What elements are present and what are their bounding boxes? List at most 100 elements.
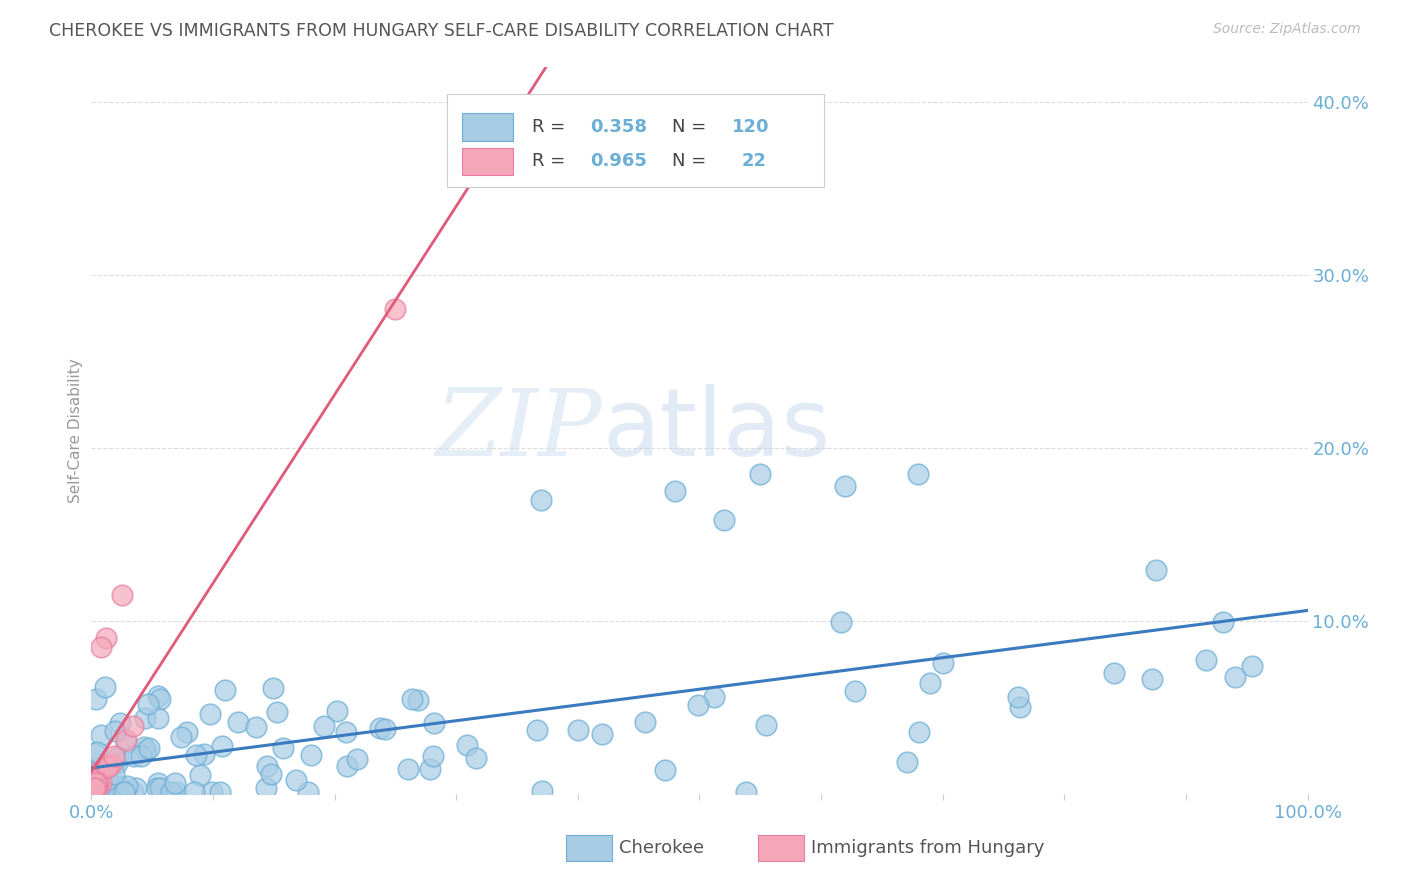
Point [896,755,918,769]
Point [86,781,108,796]
Point [80,785,103,799]
Point [530,492,553,507]
Point [396,762,419,776]
Point [1240,659,1263,673]
Point [96,772,118,787]
Point [1010,699,1032,714]
Point [105,756,128,770]
Point [201,785,224,799]
Point [314,719,336,733]
Text: N =: N = [672,153,706,170]
Point [526,723,548,737]
Point [271,740,294,755]
Point [84,776,107,790]
Point [83,785,105,799]
Point [146,711,169,725]
Text: atlas: atlas [602,384,831,476]
Point [908,725,931,739]
Point [464,751,486,765]
Point [82,774,104,789]
Point [125,780,148,795]
Point [80,777,103,791]
Point [94,759,117,773]
Text: 120: 120 [733,119,770,136]
Point [82,772,104,786]
Point [326,704,349,718]
Point [94,631,117,645]
FancyBboxPatch shape [758,835,804,862]
Point [91,770,114,784]
Point [122,748,145,763]
Point [84,779,107,793]
Point [107,779,129,793]
Point [384,302,406,317]
Point [112,785,135,799]
Point [165,785,187,799]
Point [146,690,169,704]
FancyBboxPatch shape [463,147,513,175]
Point [97,785,120,799]
Point [138,698,160,712]
Point [149,691,172,706]
Point [82,779,104,793]
Point [97,785,120,799]
Point [211,739,233,754]
Point [86,745,108,759]
Point [1223,670,1246,684]
Point [408,693,430,707]
Point [87,766,110,780]
Point [401,691,423,706]
Point [105,785,128,799]
Point [103,785,125,799]
Point [87,764,110,779]
Text: R =: R = [531,153,565,170]
Point [686,698,709,712]
Point [97,760,120,774]
Text: 0.358: 0.358 [591,119,647,136]
Point [346,752,368,766]
Point [932,656,955,670]
FancyBboxPatch shape [463,113,513,141]
Point [94,785,117,799]
Point [262,681,284,696]
Point [297,785,319,799]
Point [1195,653,1218,667]
Point [84,761,107,775]
Point [1142,672,1164,686]
Point [114,737,136,751]
FancyBboxPatch shape [447,94,824,186]
Point [93,770,115,784]
Point [149,781,172,796]
Point [103,767,125,781]
Point [96,785,118,799]
Point [104,723,127,738]
Point [735,785,758,799]
Point [830,615,852,630]
Point [84,692,107,706]
Text: CHEROKEE VS IMMIGRANTS FROM HUNGARY SELF-CARE DISABILITY CORRELATION CHART: CHEROKEE VS IMMIGRANTS FROM HUNGARY SELF… [49,22,834,40]
Text: ZIP: ZIP [436,385,602,475]
Point [335,725,357,739]
Point [115,732,138,747]
Point [90,728,112,742]
Point [184,747,207,762]
Point [114,785,136,799]
Point [83,780,105,795]
Point [83,765,105,780]
Point [209,785,232,799]
Point [754,718,776,732]
Text: 22: 22 [742,153,768,170]
Point [94,758,117,772]
Text: R =: R = [531,119,565,136]
Point [146,781,169,796]
Point [245,720,267,734]
Point [633,714,655,729]
Point [83,773,105,788]
Point [107,749,129,764]
Point [138,741,160,756]
Point [83,785,105,799]
Point [87,785,110,799]
Point [256,759,278,773]
Point [93,770,115,784]
Point [183,785,205,799]
